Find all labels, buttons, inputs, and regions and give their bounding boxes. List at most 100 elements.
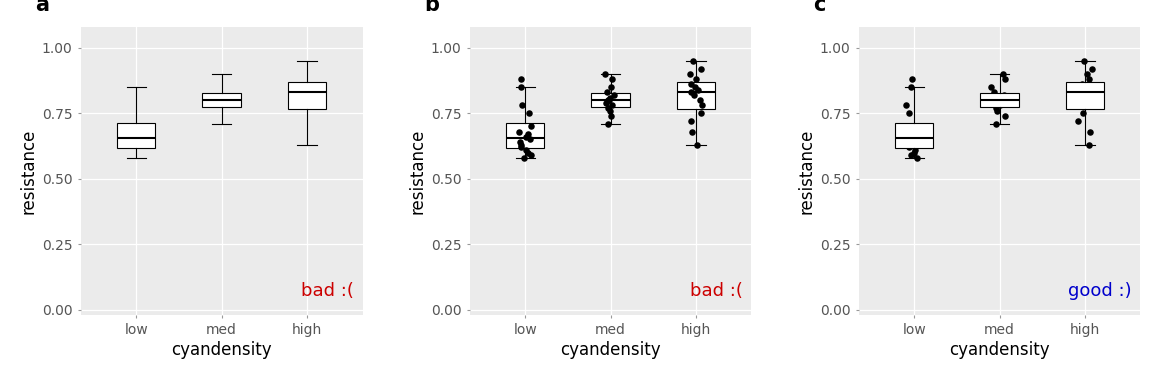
Point (599, 105, 617, 111)
Point (1082, 97, 1100, 103)
Point (912, 136, 931, 142)
Point (1068, 87, 1086, 93)
Point (905, 147, 924, 153)
Point (986, 105, 1005, 111)
Point (900, 110, 918, 116)
Point (690, 97, 708, 103)
Point (510, 139, 529, 145)
X-axis label: cyandensity: cyandensity (949, 341, 1049, 359)
Point (999, 94, 1017, 101)
Point (510, 129, 529, 135)
PathPatch shape (591, 93, 630, 108)
Point (683, 129, 702, 135)
Point (903, 76, 922, 82)
Point (522, 152, 540, 158)
Point (902, 84, 920, 90)
Point (1074, 110, 1092, 116)
Point (511, 142, 530, 148)
Point (601, 84, 620, 90)
Point (905, 149, 924, 156)
Point (682, 81, 700, 88)
X-axis label: cyandensity: cyandensity (560, 341, 661, 359)
Point (1069, 103, 1087, 109)
Point (520, 110, 538, 116)
Point (518, 149, 537, 156)
Point (600, 108, 619, 114)
Point (517, 134, 536, 140)
Point (682, 89, 700, 95)
Point (995, 76, 1014, 82)
Point (597, 100, 615, 106)
PathPatch shape (980, 93, 1018, 108)
PathPatch shape (1066, 82, 1104, 109)
Point (897, 103, 916, 109)
Point (522, 123, 540, 129)
Point (684, 92, 703, 98)
Point (687, 76, 705, 82)
Point (1079, 142, 1098, 148)
Point (599, 97, 617, 103)
Point (1081, 129, 1099, 135)
Point (518, 131, 537, 137)
Point (517, 147, 536, 153)
Point (689, 87, 707, 93)
Point (995, 97, 1014, 103)
Y-axis label: resistance: resistance (408, 128, 426, 214)
X-axis label: cyandensity: cyandensity (172, 341, 272, 359)
Point (521, 136, 539, 142)
Point (513, 84, 531, 90)
Point (984, 100, 1002, 106)
PathPatch shape (288, 82, 326, 109)
Point (986, 121, 1005, 127)
Point (598, 89, 616, 95)
Point (600, 97, 619, 103)
Point (982, 84, 1000, 90)
Point (1079, 76, 1098, 82)
Point (910, 139, 929, 145)
Point (996, 113, 1015, 119)
Point (911, 134, 930, 140)
Point (513, 76, 531, 82)
Y-axis label: resistance: resistance (20, 128, 37, 214)
Point (605, 92, 623, 98)
Text: bad :(: bad :( (301, 283, 354, 300)
Point (513, 103, 531, 109)
Point (897, 123, 916, 129)
PathPatch shape (506, 123, 545, 148)
Point (994, 71, 1013, 77)
Point (1083, 66, 1101, 72)
Point (1075, 58, 1093, 64)
Point (988, 108, 1007, 114)
Point (681, 71, 699, 77)
Text: bad :(: bad :( (690, 283, 743, 300)
Point (692, 110, 711, 116)
Point (511, 144, 530, 151)
Point (1068, 118, 1086, 124)
Point (1078, 92, 1097, 98)
Point (1073, 81, 1091, 88)
Text: b: b (425, 0, 440, 15)
Point (601, 94, 620, 101)
Point (902, 152, 920, 158)
Point (1073, 84, 1091, 90)
Y-axis label: resistance: resistance (797, 128, 816, 214)
Point (900, 144, 918, 151)
Point (1073, 89, 1091, 95)
Point (991, 103, 1009, 109)
Point (912, 142, 931, 148)
Point (985, 89, 1003, 95)
Text: a: a (36, 0, 50, 15)
Point (692, 103, 711, 109)
Point (602, 76, 621, 82)
Point (1078, 71, 1097, 77)
Text: good :): good :) (1068, 283, 1132, 300)
Text: c: c (813, 0, 826, 15)
PathPatch shape (118, 123, 156, 148)
Point (688, 142, 706, 148)
Point (687, 84, 705, 90)
Point (515, 155, 533, 161)
Point (907, 131, 925, 137)
Point (599, 121, 617, 127)
Point (601, 113, 620, 119)
Point (912, 129, 931, 135)
